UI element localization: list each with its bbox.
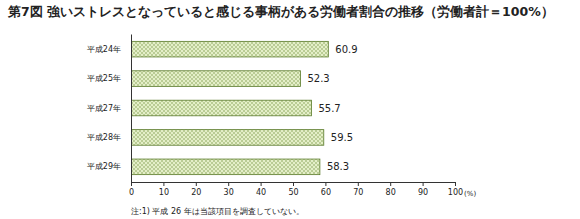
data-label: 58.3	[327, 161, 349, 172]
x-tick: 50	[288, 182, 298, 197]
y-tick-label: 平成25年	[87, 74, 121, 83]
x-tick: 20	[191, 182, 201, 197]
x-axis: 0 10 20 30 40 50 60 70 80 90 100	[129, 182, 463, 197]
x-tick-mark	[163, 182, 164, 186]
x-tick-mark	[325, 182, 326, 186]
y-axis-line	[131, 35, 132, 183]
data-label: 52.3	[307, 73, 329, 84]
x-tick-mark	[261, 182, 262, 186]
x-axis-line	[132, 183, 456, 187]
x-tick-mark	[455, 182, 456, 186]
x-tick-mark	[390, 182, 391, 186]
x-tick-label: 30	[224, 188, 234, 197]
x-tick: 0	[129, 182, 134, 197]
data-label: 59.5	[331, 132, 353, 143]
bar	[131, 159, 320, 175]
x-tick: 70	[353, 182, 363, 197]
y-axis: 平成24年平成25年平成27年平成28年平成29年	[87, 35, 132, 183]
x-tick: 100	[448, 182, 463, 197]
x-tick-mark	[293, 182, 294, 186]
x-tick: 90	[418, 182, 428, 197]
y-tick: 平成28年	[87, 133, 131, 142]
y-tick: 平成27年	[87, 104, 131, 113]
y-tick-label: 平成27年	[87, 104, 121, 113]
y-tick-label: 平成29年	[87, 162, 121, 171]
y-tick-label: 平成24年	[87, 45, 121, 54]
bar	[131, 130, 324, 146]
bars	[131, 41, 328, 174]
x-tick-mark	[131, 182, 132, 186]
data-label: 60.9	[335, 44, 357, 55]
x-tick-label: 90	[418, 188, 428, 197]
x-tick-label: 80	[386, 188, 396, 197]
bar	[131, 100, 311, 116]
data-labels: 60.9 52.3 55.7 59.5 58.3	[307, 44, 357, 173]
x-tick-label: 60	[321, 188, 331, 197]
y-tick: 平成24年	[87, 45, 131, 54]
plot: 0 10 20 30 40 50 60 70 80 90 100(%) 平成24年平成25年平成27年…	[87, 35, 477, 199]
x-tick-label: 50	[288, 188, 298, 197]
x-axis-label: (%)	[464, 190, 476, 198]
y-tick-label: 平成28年	[87, 133, 121, 142]
x-tick-label: 40	[256, 188, 266, 197]
x-tick-mark	[228, 182, 229, 186]
x-tick-label: 0	[129, 188, 134, 197]
x-tick-mark	[358, 182, 359, 186]
x-tick: 10	[159, 182, 169, 197]
chart: 第7図 強いストレスとなっていると感じる事柄がある労働者割合の推移（労働者計＝1…	[0, 0, 580, 219]
x-tick-mark	[423, 182, 424, 186]
x-tick-label: 100	[448, 188, 463, 197]
x-tick-label: 70	[353, 188, 363, 197]
x-tick: 60	[321, 182, 331, 197]
x-tick: 40	[256, 182, 266, 197]
x-tick: 30	[224, 182, 234, 197]
bar	[131, 41, 328, 57]
title: 第7図 強いストレスとなっていると感じる事柄がある労働者割合の推移（労働者計＝1…	[7, 4, 554, 19]
x-tick-mark	[196, 182, 197, 186]
x-tick-label: 20	[191, 188, 201, 197]
data-label: 55.7	[318, 103, 340, 114]
y-tick: 平成29年	[87, 162, 131, 171]
bar	[131, 71, 300, 87]
x-tick: 80	[386, 182, 396, 197]
annotation: 注:1) 平成 26 年は当該項目を調査していない。	[131, 207, 304, 216]
x-tick-label: 10	[159, 188, 169, 197]
y-tick: 平成25年	[87, 74, 131, 83]
